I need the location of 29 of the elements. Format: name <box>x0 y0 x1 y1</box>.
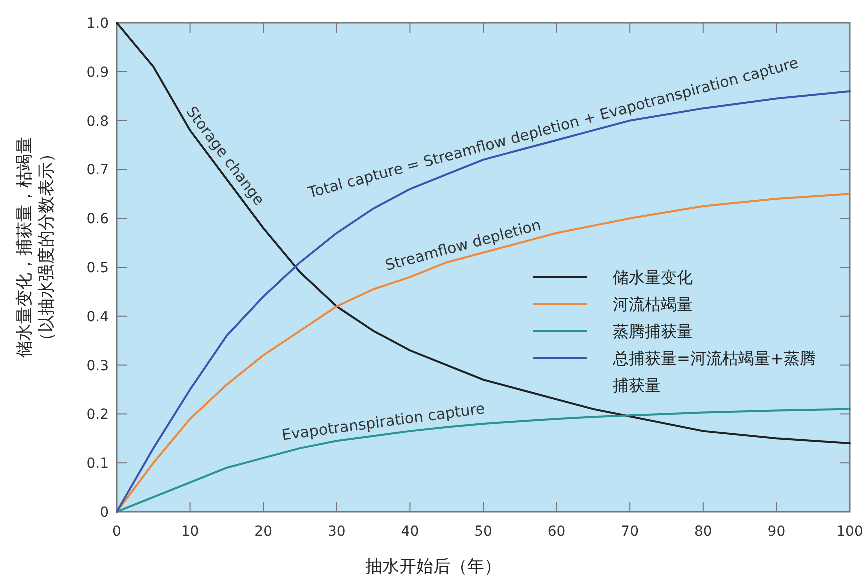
y-tick-label: 0.2 <box>86 407 109 424</box>
y-tick-label: 1.0 <box>86 16 109 32</box>
y-tick-label: 0.1 <box>86 456 109 472</box>
y-tick-label: 0.6 <box>86 212 110 228</box>
x-tick-label: 20 <box>254 524 273 540</box>
x-tick-label: 50 <box>474 524 492 540</box>
x-tick-label: 100 <box>836 524 863 540</box>
x-tick-label: 70 <box>621 524 640 540</box>
x-tick-label: 10 <box>181 524 200 540</box>
y-tick-label: 0.4 <box>86 309 110 326</box>
x-tick-label: 40 <box>401 524 420 540</box>
y-axis-title: 储水量变化，捕获量，枯竭量（以抽水强度的分数表示） <box>15 137 57 358</box>
x-tick-label: 0 <box>112 524 122 540</box>
x-tick-label: 90 <box>768 524 786 540</box>
legend-label: 河流枯竭量 <box>613 295 693 314</box>
x-axis-title: 抽水开始后（年） <box>366 557 502 577</box>
y-tick-label: 0 <box>100 505 109 521</box>
line-series <box>116 22 851 445</box>
y-tick-label: 0.8 <box>86 114 109 130</box>
y-tick-label: 0.7 <box>86 162 109 179</box>
y-tick-label: 0.5 <box>86 260 109 276</box>
x-tick-label: 80 <box>694 524 712 540</box>
x-tick-label: 60 <box>548 524 566 540</box>
y-tick-label: 0.9 <box>86 64 109 81</box>
legend-label: 储水量变化 <box>613 268 693 287</box>
legend-label: 蒸腾捕获量 <box>613 322 693 341</box>
legend-label: 总捕获量=河流枯竭量+蒸腾捕获量 <box>612 349 816 395</box>
x-tick-label: 30 <box>328 524 346 540</box>
y-tick-label: 0.3 <box>86 358 109 374</box>
